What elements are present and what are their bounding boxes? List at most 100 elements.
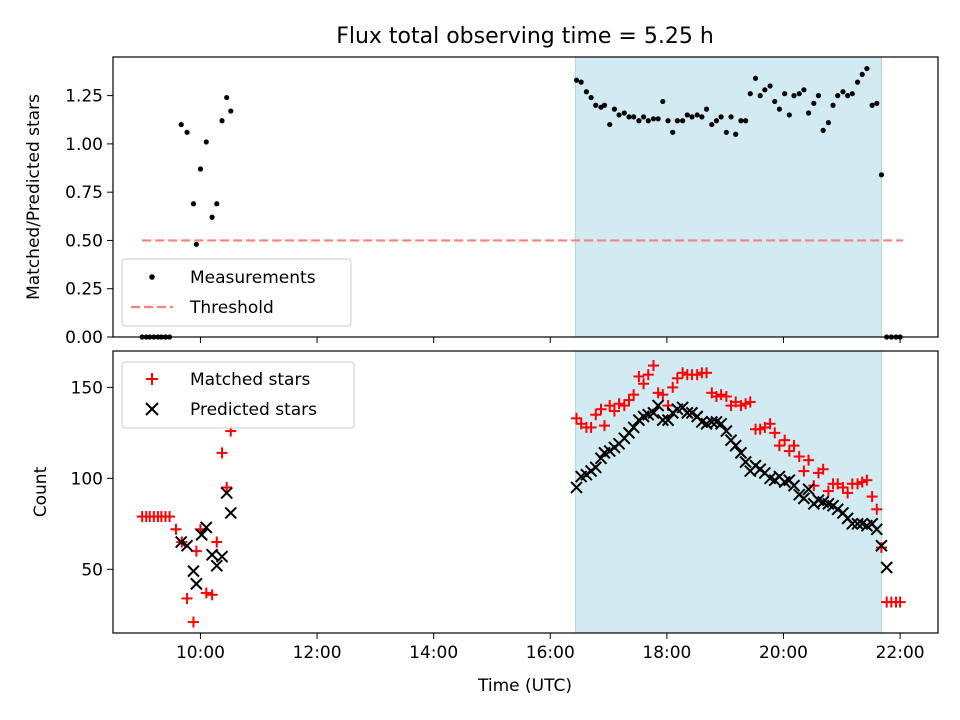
predicted-marker-b: [594, 452, 608, 465]
matched-star-point: [822, 485, 834, 497]
measurement-point: [621, 110, 627, 116]
measurement-point: [747, 91, 753, 97]
x-tick-label: 16:00: [526, 643, 575, 663]
predicted-marker-b: [570, 481, 583, 494]
count-y-tick-label: 100: [71, 469, 103, 489]
matched-star-point: [595, 403, 607, 415]
predicted-star-point: [870, 523, 883, 536]
ratio-y-tick-label: 0.25: [65, 280, 103, 300]
matched-star-point: [808, 480, 820, 492]
predicted-star-point: [220, 486, 233, 500]
measurement-point: [684, 112, 690, 118]
matched-star-point: [875, 541, 887, 553]
matched-star-point: [720, 390, 732, 402]
predicted-marker-b: [681, 406, 694, 420]
matched-star-point: [585, 421, 597, 433]
predicted-star-point: [589, 461, 602, 474]
measurement-point: [578, 79, 584, 85]
observing-span-shade: [575, 57, 882, 337]
matched-star-point: [164, 511, 176, 523]
measurement-point: [611, 106, 618, 112]
predicted-marker-b: [787, 479, 801, 492]
measurement-point: [723, 129, 729, 135]
predicted-star-point: [180, 539, 194, 552]
measurement-point: [733, 131, 739, 137]
measurement-point: [854, 79, 861, 85]
predicted-marker-b: [812, 493, 825, 507]
measurement-point: [680, 118, 686, 124]
predicted-marker-b: [190, 577, 203, 591]
ratio-panel: 0.00 0.25 0.50 0.75 1.00 1.25 Matched/Predict…: [24, 56, 939, 348]
matched-star-point: [894, 596, 906, 608]
matched-star-point: [701, 367, 713, 379]
ratio-panel-frame: [112, 56, 939, 338]
measurement-point: [718, 114, 724, 120]
predicted-marker-b: [210, 559, 223, 572]
predicted-marker-b: [695, 415, 709, 429]
predicted-star-point: [729, 439, 742, 452]
predicted-star-point: [661, 413, 675, 427]
x-tick-label: 12:00: [293, 643, 342, 663]
predicted-star-point: [685, 406, 699, 420]
predicted-star-point: [205, 548, 219, 561]
predicted-star-point: [734, 446, 748, 460]
count-legend: Matched stars Predicted stars: [121, 361, 355, 429]
predicted-marker-b: [816, 495, 830, 509]
measurement-point: [219, 118, 225, 124]
measurement-point: [665, 118, 671, 124]
predicted-star-point: [195, 528, 208, 541]
matched-star-point: [216, 447, 228, 459]
matched-star-point: [788, 440, 800, 452]
measurement-point: [670, 129, 676, 135]
measurement-point: [864, 65, 870, 72]
predicted-star-point: [627, 421, 640, 434]
predicted-marker-b: [714, 417, 728, 430]
legend-predicted-marker: [145, 402, 159, 416]
predicted-marker-b: [846, 517, 859, 531]
measurement-point: [878, 172, 885, 178]
predicted-marker-b: [187, 564, 200, 578]
legend-matched-label: Matched stars: [190, 370, 310, 390]
predicted-marker-b: [195, 528, 208, 541]
measurement-point: [660, 98, 666, 105]
measurement-point: [178, 121, 184, 128]
predicted-marker-b: [875, 539, 888, 552]
predicted-star-point: [175, 535, 188, 549]
predicted-marker-b: [205, 548, 219, 561]
measurement-point: [588, 94, 594, 101]
count-y-axis-label: Count: [31, 466, 51, 517]
legend-measurements-marker: [149, 274, 155, 280]
measurement-point: [815, 93, 822, 99]
measurement-point: [607, 121, 613, 128]
matched-star-point: [628, 389, 640, 401]
predicted-star-point: [880, 561, 893, 574]
count-y-tick-label: 150: [71, 378, 103, 398]
measurement-point: [601, 102, 608, 108]
predicted-star-point: [714, 417, 728, 430]
x-tick-label: 10:00: [176, 643, 225, 663]
predicted-star-point: [215, 550, 229, 563]
matched-star-point: [590, 409, 602, 421]
matched-star-point: [599, 420, 611, 432]
predicted-marker-b: [831, 503, 844, 516]
matched-star-point: [798, 465, 810, 477]
measurement-point: [801, 87, 807, 93]
matched-star-point: [181, 592, 193, 604]
matched-star-point: [633, 370, 645, 382]
measurement-point: [228, 108, 234, 114]
matched-star-point: [764, 418, 776, 430]
measurement-point: [869, 102, 875, 108]
matched-star-point: [638, 378, 650, 390]
predicted-star-point: [647, 406, 660, 420]
predicted-star-point: [802, 483, 815, 496]
predicted-marker-b: [739, 455, 752, 469]
predicted-star-point: [831, 503, 844, 516]
legend-threshold-label: Threshold: [189, 298, 274, 318]
matched-star-point: [608, 405, 620, 417]
measurement-point: [728, 114, 734, 120]
measurement-point: [626, 114, 632, 120]
measurement-point: [767, 83, 773, 89]
measurement-point: [762, 87, 768, 93]
matched-star-point: [769, 427, 781, 439]
measurement-point: [859, 71, 865, 77]
